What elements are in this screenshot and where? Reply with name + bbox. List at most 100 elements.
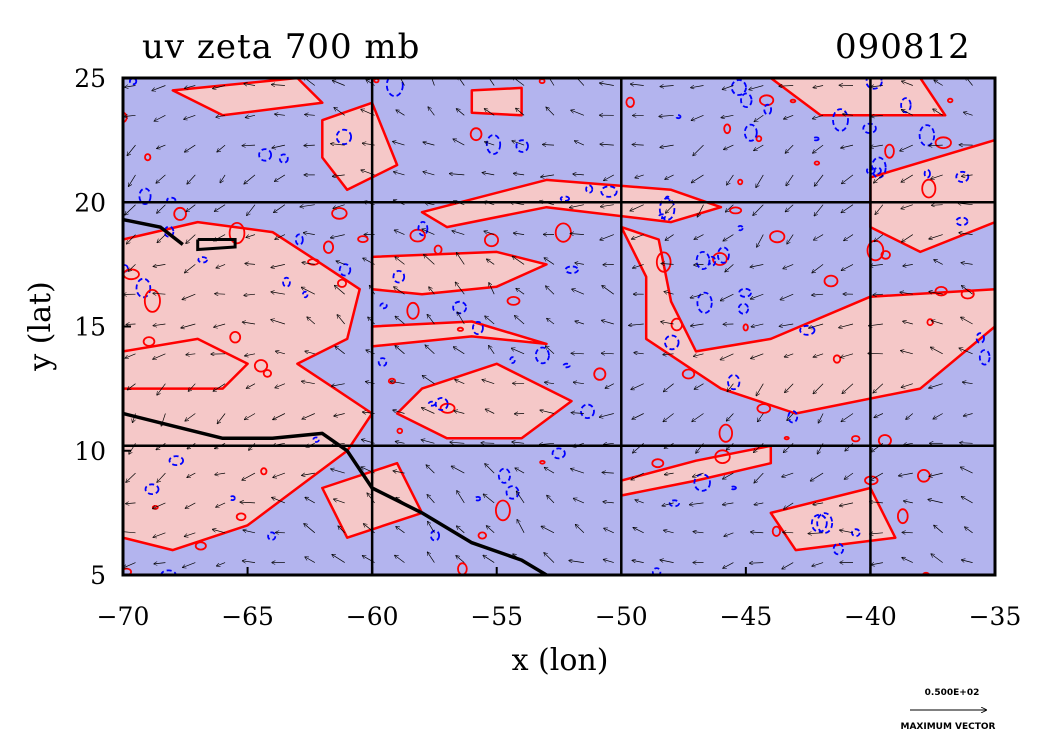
wind-vector <box>633 264 644 268</box>
positive-contour-blob <box>737 178 744 186</box>
wind-vector <box>782 472 794 477</box>
wind-vector <box>335 346 345 355</box>
wind-vector <box>874 234 884 242</box>
wind-vector <box>514 173 525 175</box>
wind-vector <box>874 413 884 418</box>
wind-vector <box>185 85 196 89</box>
negative-contour-blob <box>870 156 887 179</box>
wind-vector <box>600 144 614 145</box>
wind-vector <box>661 264 674 265</box>
coastline <box>123 217 548 575</box>
wind-vector <box>153 532 166 538</box>
wind-vector <box>157 383 166 395</box>
wind-vector <box>664 292 674 295</box>
wind-vector <box>727 413 734 421</box>
wind-vector <box>428 522 435 533</box>
small-contour-features <box>123 78 991 575</box>
wind-vector <box>843 114 854 115</box>
wind-vector <box>813 114 824 118</box>
wind-vector <box>813 503 824 505</box>
wind-vector <box>453 139 465 146</box>
wind-vector <box>395 316 405 325</box>
wind-vector <box>691 86 704 88</box>
wind-vector <box>787 234 794 244</box>
positive-contour-blob <box>755 135 763 143</box>
wind-vector <box>965 527 973 534</box>
negative-contour-blob <box>740 92 753 109</box>
positive-contour-blob <box>331 207 348 220</box>
wind-vector <box>331 144 345 145</box>
coastline-puerto-rico <box>196 238 237 252</box>
negative-contour-blob <box>379 302 388 310</box>
negative-contour-blob <box>816 512 834 534</box>
wind-vector <box>513 256 525 265</box>
positive-contour-blob <box>670 317 684 332</box>
wind-vector <box>247 204 256 216</box>
wind-vector <box>934 80 943 86</box>
wind-vector <box>450 442 465 443</box>
x-tick-label: −70 <box>97 602 150 631</box>
positive-contour-blob <box>813 160 821 166</box>
negative-contour-blob <box>534 346 550 365</box>
negative-contour-blob <box>900 97 912 114</box>
positive-contour-blob <box>789 98 797 104</box>
wind-vector <box>962 560 973 563</box>
wind-vector <box>272 498 286 504</box>
coastline-south-america <box>123 411 548 575</box>
wind-vector <box>484 231 495 235</box>
x-tick-label: −55 <box>470 602 523 631</box>
wind-vector <box>331 234 345 238</box>
positive-contour-blob <box>456 326 464 332</box>
wind-vector <box>693 472 704 477</box>
wind-vector <box>601 205 614 207</box>
wind-vector <box>157 144 166 148</box>
positive-region-1 <box>123 337 249 390</box>
wind-vector <box>391 381 405 385</box>
wind-vector <box>660 145 674 147</box>
wind-vector <box>276 351 285 354</box>
positive-contour-blob <box>469 127 483 142</box>
wind-vector <box>157 472 166 482</box>
positive-contour-blob <box>142 336 156 347</box>
negative-contour-blob <box>812 136 820 142</box>
wind-vector <box>393 410 405 414</box>
wind-vector <box>814 234 824 240</box>
negative-contour-blob <box>515 139 529 153</box>
negative-contour-blob <box>166 196 177 204</box>
wind-vector <box>336 261 345 265</box>
positive-contour-blob <box>714 449 731 465</box>
wind-vector <box>129 174 136 186</box>
wind-vector <box>750 563 764 564</box>
wind-vector <box>154 114 166 121</box>
wind-vector <box>393 142 405 146</box>
wind-vector <box>964 414 973 417</box>
wind-vector <box>813 86 824 88</box>
wind-vector <box>217 413 226 424</box>
wind-vector <box>605 383 614 389</box>
positive-contour-blob <box>357 235 369 244</box>
wind-vector <box>455 282 465 295</box>
wind-vector <box>334 108 345 116</box>
wind-vector <box>546 346 555 355</box>
wind-vector <box>691 324 704 326</box>
negative-contour-blob <box>229 495 236 502</box>
wind-vector <box>779 324 794 326</box>
positive-contour-blob <box>539 459 546 465</box>
wind-vector <box>213 85 226 89</box>
y-axis-ticks: 5 10 15 20 25 <box>74 64 131 590</box>
wind-vector <box>334 413 345 417</box>
wind-vector <box>934 260 943 265</box>
positive-contour-blob <box>947 97 954 104</box>
wind-vector <box>271 292 285 294</box>
wind-vector <box>873 294 883 295</box>
wind-vector <box>574 498 585 504</box>
wind-vector <box>964 112 973 116</box>
positive-contour-blob <box>593 367 607 381</box>
wind-vector <box>664 530 674 533</box>
wind-vector <box>216 264 226 268</box>
negative-contour-blob <box>585 184 594 194</box>
wind-vector <box>457 491 465 504</box>
wind-vector <box>544 553 555 563</box>
wind-vector <box>602 286 615 295</box>
wind-vector <box>756 383 764 396</box>
